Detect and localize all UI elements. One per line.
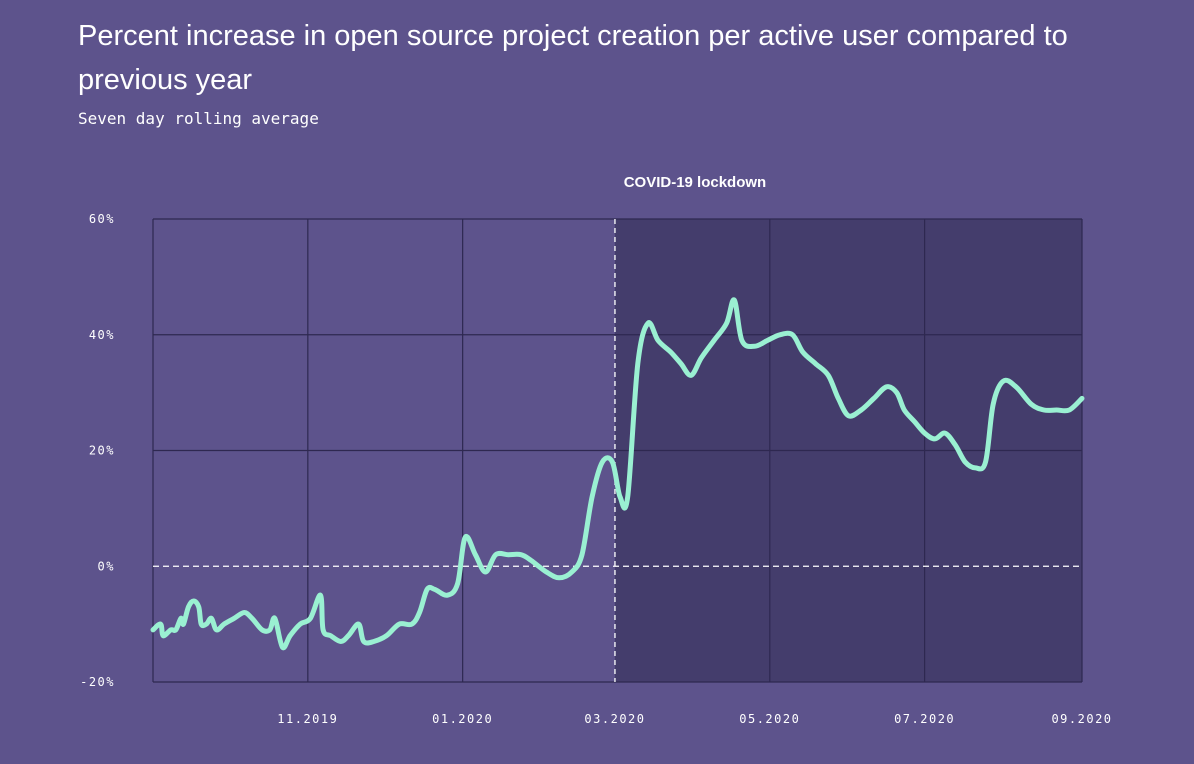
chart-title: Percent increase in open source project …	[78, 20, 1068, 96]
y-tick-label: 60%	[89, 212, 115, 226]
x-tick-label: 09.2020	[1051, 712, 1112, 726]
chart-subtitle: Seven day rolling average	[78, 109, 319, 128]
lockdown-label: COVID-19 lockdown	[624, 174, 767, 191]
series-line	[150, 297, 1085, 651]
x-tick-label: 11.2019	[277, 712, 338, 726]
y-tick-label: 0%	[98, 559, 115, 573]
x-tick-label: 03.2020	[584, 712, 645, 726]
x-tick-label: 05.2020	[739, 712, 800, 726]
x-tick-label: 07.2020	[894, 712, 955, 726]
plot-area: 60% 40% 20% 0% -20% 11.2019 01.2020 03.2020 05.2…	[80, 174, 1112, 726]
x-tick-label: 01.2020	[432, 712, 493, 726]
y-tick-label: 40%	[89, 328, 115, 342]
y-tick-label: -20%	[80, 675, 115, 689]
y-tick-label: 20%	[89, 444, 115, 458]
